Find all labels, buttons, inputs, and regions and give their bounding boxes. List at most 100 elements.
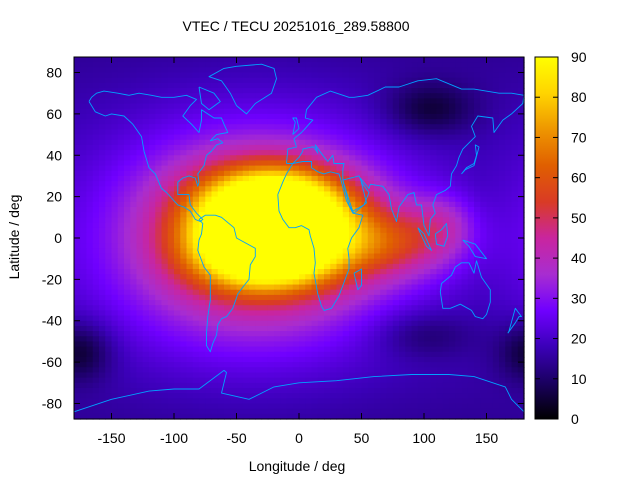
heatmap-cell: [92, 113, 100, 120]
heatmap-cell: [230, 212, 238, 218]
heatmap-cell: [74, 356, 81, 363]
heatmap-cell: [124, 248, 131, 255]
heatmap-cell: [430, 377, 438, 384]
heatmap-cell: [74, 325, 81, 332]
heatmap-cell: [217, 170, 225, 177]
heatmap-cell: [436, 377, 444, 384]
heatmap-cell: [330, 144, 338, 151]
heatmap-cell: [111, 263, 119, 270]
heatmap-cell: [311, 341, 319, 348]
heatmap-cell: [386, 289, 394, 296]
heatmap-cell: [442, 351, 450, 358]
heatmap-cell: [80, 186, 88, 193]
heatmap-cell: [205, 175, 213, 182]
heatmap-cell: [517, 274, 525, 280]
heatmap-cell: [224, 393, 231, 399]
heatmap-cell: [167, 77, 175, 84]
heatmap-cell: [155, 129, 163, 136]
heatmap-cell: [174, 393, 181, 399]
heatmap-cell: [161, 134, 169, 141]
heatmap-cell: [274, 305, 281, 311]
heatmap-cell: [474, 170, 481, 177]
heatmap-cell: [142, 124, 150, 130]
heatmap-cell: [142, 393, 150, 399]
heatmap-cell: [361, 62, 369, 68]
heatmap-cell: [192, 341, 200, 348]
heatmap-cell: [205, 243, 213, 249]
heatmap-cell: [392, 150, 400, 156]
heatmap-cell: [455, 367, 463, 374]
heatmap-cell: [186, 212, 194, 218]
heatmap-cell: [392, 67, 400, 74]
heatmap-cell: [342, 67, 350, 74]
heatmap-cell: [492, 310, 500, 317]
heatmap-cell: [99, 191, 106, 198]
heatmap-cell: [249, 413, 256, 420]
heatmap-cell: [174, 217, 181, 224]
heatmap-cell: [442, 253, 450, 260]
heatmap-cell: [217, 310, 225, 317]
heatmap-cell: [292, 377, 300, 384]
heatmap-cell: [224, 310, 231, 317]
heatmap-cell: [436, 108, 444, 115]
heatmap-cell: [86, 119, 94, 125]
heatmap-cell: [155, 181, 163, 187]
heatmap-cell: [99, 279, 106, 286]
heatmap-cell: [424, 243, 431, 249]
heatmap-cell: [305, 362, 313, 368]
heatmap-cell: [455, 165, 463, 172]
heatmap-cell: [142, 119, 150, 125]
heatmap-cell: [86, 413, 94, 420]
heatmap-cell: [280, 186, 288, 193]
heatmap-cell: [424, 77, 431, 84]
heatmap-cell: [386, 212, 394, 218]
heatmap-cell: [74, 248, 81, 255]
heatmap-cell: [186, 129, 194, 136]
heatmap-cell: [261, 315, 269, 322]
heatmap-cell: [142, 238, 150, 244]
heatmap-cell: [180, 232, 188, 239]
heatmap-cell: [461, 294, 469, 301]
heatmap-cell: [267, 72, 275, 79]
heatmap-cell: [174, 124, 181, 130]
heatmap-cell: [424, 382, 431, 389]
heatmap-cell: [330, 119, 338, 125]
heatmap-cell: [105, 232, 113, 239]
heatmap-cell: [211, 398, 219, 405]
heatmap-cell: [355, 408, 363, 415]
heatmap-cell: [242, 201, 250, 208]
heatmap-cell: [267, 403, 275, 410]
heatmap-cell: [130, 387, 138, 394]
heatmap-cell: [442, 175, 450, 182]
heatmap-cell: [92, 175, 100, 182]
heatmap-cell: [480, 175, 488, 182]
heatmap-cell: [192, 165, 200, 172]
heatmap-cell: [380, 367, 388, 374]
heatmap-cell: [467, 139, 475, 146]
heatmap-cell: [292, 129, 300, 136]
heatmap-cell: [305, 248, 313, 255]
heatmap-cell: [249, 232, 256, 239]
heatmap-cell: [167, 263, 175, 270]
heatmap-cell: [274, 67, 281, 74]
heatmap-cell: [199, 341, 206, 348]
heatmap-cell: [236, 387, 244, 394]
heatmap-cell: [417, 139, 425, 146]
heatmap-cell: [161, 294, 169, 301]
heatmap-cell: [161, 175, 169, 182]
heatmap-cell: [192, 206, 200, 213]
heatmap-cell: [511, 150, 519, 156]
heatmap-cell: [449, 403, 456, 410]
heatmap-cell: [305, 398, 313, 405]
heatmap-cell: [455, 269, 463, 275]
heatmap-cell: [392, 393, 400, 399]
heatmap-cell: [342, 227, 350, 234]
heatmap-cell: [480, 181, 488, 187]
heatmap-cell: [124, 263, 131, 270]
heatmap-cell: [399, 170, 406, 177]
heatmap-cell: [186, 253, 194, 260]
heatmap-cell: [117, 67, 125, 74]
heatmap-cell: [511, 191, 519, 198]
heatmap-cell: [286, 196, 294, 203]
heatmap-cell: [292, 258, 300, 265]
